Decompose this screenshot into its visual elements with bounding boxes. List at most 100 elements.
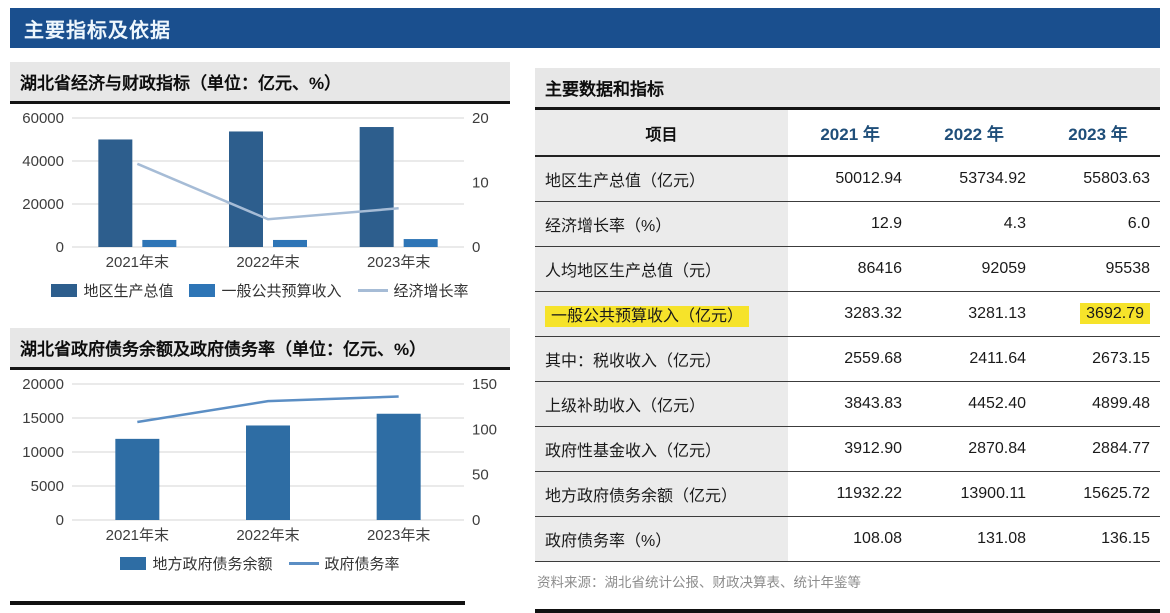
table-row: 人均地区生产总值（元） 86416 92059 95538 <box>535 246 1160 292</box>
page-title-banner: 主要指标及依据 <box>10 8 1160 48</box>
svg-text:50: 50 <box>472 467 489 484</box>
row-value-cell: 3692.79 <box>1036 291 1160 337</box>
table-header-row: 项目 2021 年 2022 年 2023 年 <box>535 110 1160 157</box>
row-value-cell: 3843.83 <box>788 381 913 427</box>
legend-item: 地方政府债务余额 <box>120 553 273 574</box>
indicators-table-body: 地区生产总值（亿元） 50012.94 53734.92 55803.63 经济增长率（… <box>535 156 1160 562</box>
row-value-cell: 3283.32 <box>788 291 913 337</box>
svg-text:2021年末: 2021年末 <box>106 254 169 271</box>
right-panel-bottom-rule <box>535 609 1160 613</box>
table-row: 上级补助收入（亿元） 3843.83 4452.40 4899.48 <box>535 381 1160 427</box>
row-value-cell: 12.9 <box>788 201 913 247</box>
row-value-cell: 2673.15 <box>1036 336 1160 382</box>
highlighted-value: 3692.79 <box>1080 303 1150 324</box>
row-label-cell: 一般公共预算收入（亿元） <box>535 291 789 337</box>
row-value-cell: 108.08 <box>788 516 913 562</box>
svg-text:10000: 10000 <box>22 444 64 461</box>
row-value-cell: 15625.72 <box>1036 471 1160 517</box>
row-value-cell: 2884.77 <box>1036 426 1160 472</box>
legend-label: 政府债务率 <box>324 555 400 573</box>
svg-text:40000: 40000 <box>22 153 64 170</box>
svg-text:2021年末: 2021年末 <box>106 527 169 544</box>
legend-label: 一般公共预算收入 <box>221 282 342 300</box>
economy-section-title: 湖北省经济与财政指标（单位：亿元、%） <box>20 74 342 93</box>
row-value-cell: 92059 <box>912 246 1037 292</box>
left-panel-bottom-rule <box>10 601 465 605</box>
row-value-cell: 6.0 <box>1036 201 1160 247</box>
table-row: 地方政府债务余额（亿元） 11932.22 13900.11 15625.72 <box>535 471 1160 517</box>
row-value-cell: 2411.64 <box>912 336 1037 382</box>
svg-text:20000: 20000 <box>22 376 64 393</box>
table-row: 政府性基金收入（亿元） 3912.90 2870.84 2884.77 <box>535 426 1160 472</box>
svg-text:100: 100 <box>472 421 497 438</box>
svg-text:2023年末: 2023年末 <box>367 527 430 544</box>
legend-label: 经济增长率 <box>393 282 469 300</box>
legend-item: 经济增长率 <box>357 280 469 301</box>
legend-line-swatch <box>357 288 388 292</box>
table-section-title: 主要数据和指标 <box>545 80 664 99</box>
row-value-cell: 3281.13 <box>912 291 1037 337</box>
row-value-cell: 86416 <box>788 246 913 292</box>
legend-label: 地方政府债务余额 <box>152 555 273 573</box>
source-note: 资料来源：湖北省统计公报、财政决算表、统计年鉴等 <box>537 575 861 590</box>
svg-text:2023年末: 2023年末 <box>367 254 430 271</box>
table-row: 政府债务率（%） 108.08 131.08 136.15 <box>535 516 1160 562</box>
row-label-cell: 经济增长率（%） <box>535 201 789 247</box>
left-panel: 湖北省经济与财政指标（单位：亿元、%） 0 20000 40000 60000 0 10 2… <box>10 62 510 605</box>
svg-text:0: 0 <box>56 239 64 256</box>
indicators-table: 项目 2021 年 2022 年 2023 年 地区生产总值（亿元） 50012.94 5… <box>535 110 1160 562</box>
svg-text:2022年末: 2022年末 <box>236 254 299 271</box>
section-header-economy: 湖北省经济与财政指标（单位：亿元、%） <box>10 62 510 104</box>
highlighted-label: 一般公共预算收入（亿元） <box>545 306 750 327</box>
legend-bar-swatch <box>120 556 147 570</box>
row-label-cell: 政府性基金收入（亿元） <box>535 426 789 472</box>
svg-text:0: 0 <box>472 239 480 256</box>
svg-text:15000: 15000 <box>22 410 64 427</box>
debt-chart-canvas: 0 5000 10000 15000 20000 0 50 100 150 2021年末 2022年… <box>22 376 497 544</box>
column-header-year: 2023 年 <box>1036 110 1160 157</box>
table-row: 经济增长率（%） 12.9 4.3 6.0 <box>535 201 1160 247</box>
svg-text:0: 0 <box>56 512 64 529</box>
row-value-cell: 4899.48 <box>1036 381 1160 427</box>
row-label-cell: 上级补助收入（亿元） <box>535 381 789 427</box>
row-value-cell: 136.15 <box>1036 516 1160 562</box>
svg-text:20000: 20000 <box>22 196 64 213</box>
column-header-year: 2021 年 <box>788 110 913 157</box>
row-value-cell: 4.3 <box>912 201 1037 247</box>
row-label-cell: 地区生产总值（亿元） <box>535 156 789 202</box>
row-value-cell: 95538 <box>1036 246 1160 292</box>
svg-text:60000: 60000 <box>22 110 64 127</box>
row-value-cell: 4452.40 <box>912 381 1037 427</box>
row-label-cell: 地方政府债务余额（亿元） <box>535 471 789 517</box>
svg-text:150: 150 <box>472 376 497 393</box>
svg-text:20: 20 <box>472 110 489 127</box>
svg-text:0: 0 <box>472 512 480 529</box>
svg-text:10: 10 <box>472 175 489 192</box>
legend-bar-swatch <box>51 283 78 297</box>
svg-text:2022年末: 2022年末 <box>236 527 299 544</box>
right-panel: 主要数据和指标 项目 2021 年 2022 年 2023 年 地区生产总值（亿元） 5… <box>535 68 1160 613</box>
table-row: 其中：税收收入（亿元） 2559.68 2411.64 2673.15 <box>535 336 1160 382</box>
section-header-table: 主要数据和指标 <box>535 68 1160 110</box>
legend-label: 地区生产总值 <box>83 282 174 300</box>
row-label-cell: 人均地区生产总值（元） <box>535 246 789 292</box>
column-header-year: 2022 年 <box>912 110 1037 157</box>
debt-chart: 0 5000 10000 15000 20000 0 50 100 150 2021年末 2022年… <box>10 370 510 575</box>
row-value-cell: 55803.63 <box>1036 156 1160 202</box>
row-value-cell: 2870.84 <box>912 426 1037 472</box>
legend-line-swatch <box>288 561 319 565</box>
row-value-cell: 53734.92 <box>912 156 1037 202</box>
debt-section-title: 湖北省政府债务余额及政府债务率（单位：亿元、%） <box>20 340 427 359</box>
row-value-cell: 3912.90 <box>788 426 913 472</box>
row-label-cell: 政府债务率（%） <box>535 516 789 562</box>
debt-chart-legend: 地方政府债务余额 政府债务率 <box>10 551 510 575</box>
row-value-cell: 13900.11 <box>912 471 1037 517</box>
row-value-cell: 131.08 <box>912 516 1037 562</box>
economy-chart-canvas: 0 20000 40000 60000 0 10 20 2021年末 2022年末 2023年末 <box>22 110 489 271</box>
table-row: 地区生产总值（亿元） 50012.94 53734.92 55803.63 <box>535 156 1160 202</box>
row-value-cell: 2559.68 <box>788 336 913 382</box>
row-value-cell: 11932.22 <box>788 471 913 517</box>
economy-chart-legend: 地区生产总值 一般公共预算收入 经济增长率 <box>10 278 510 302</box>
indicators-table-head: 项目 2021 年 2022 年 2023 年 <box>535 110 1160 157</box>
svg-text:5000: 5000 <box>31 478 64 495</box>
